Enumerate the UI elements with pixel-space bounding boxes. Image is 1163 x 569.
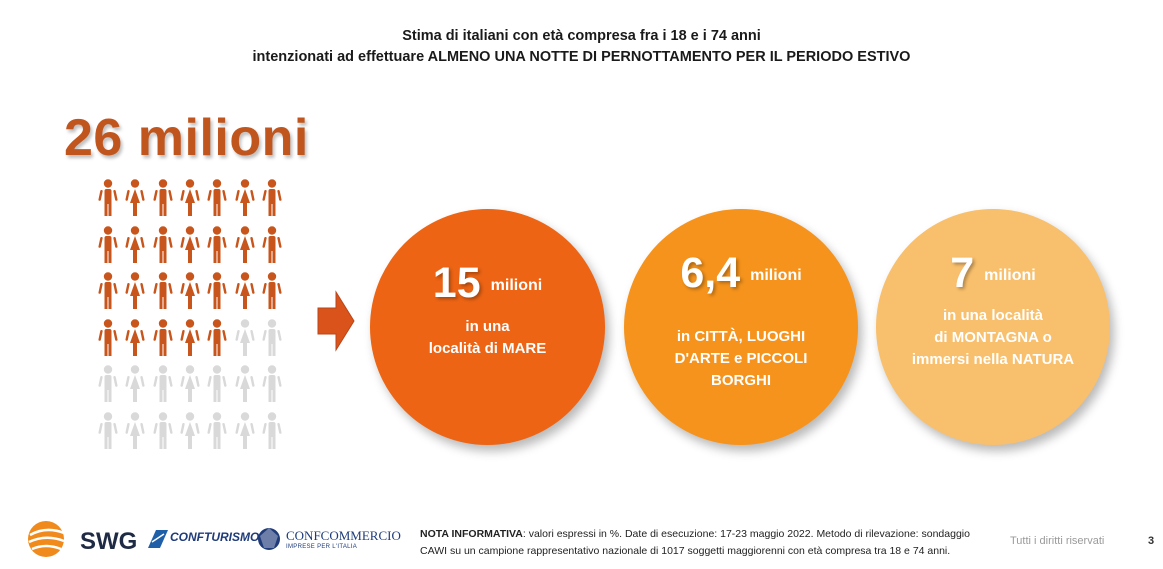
circle-citta-text: in CITTÀ, LUOGHI D'ARTE e PICCOLI BORGHI bbox=[644, 326, 838, 392]
confcommercio-logo-text: CONFCOMMERCIO bbox=[286, 528, 401, 543]
page-number: 3 bbox=[1148, 535, 1155, 547]
person-icon bbox=[207, 272, 227, 309]
circle-citta-line: BORGHI bbox=[711, 372, 771, 389]
person-icon bbox=[125, 225, 145, 263]
person-icon bbox=[207, 225, 227, 263]
circle-montagna-text: in una località di MONTAGNA o immersi ne… bbox=[896, 305, 1090, 371]
person-icon bbox=[207, 411, 227, 449]
person-icon bbox=[234, 225, 255, 263]
person-icon bbox=[180, 365, 200, 402]
person-icon bbox=[125, 411, 145, 449]
person-icon bbox=[98, 318, 118, 356]
circle-montagna-unit: milioni bbox=[984, 266, 1036, 284]
person-icon bbox=[98, 411, 118, 449]
note-text: : valori espressi in %. Date di esecuzio… bbox=[420, 528, 970, 557]
person-icon bbox=[125, 365, 145, 402]
circle-citta: 6,4 milioni in CITTÀ, LUOGHI D'ARTE e PIC… bbox=[624, 209, 858, 445]
footer-note: NOTA INFORMATIVA: valori espressi in %. … bbox=[420, 526, 990, 560]
person-icon bbox=[125, 318, 145, 356]
person-icon bbox=[180, 318, 200, 356]
note-label: NOTA INFORMATIVA bbox=[420, 528, 523, 540]
people-pictogram bbox=[96, 178, 288, 453]
arrow-right-icon bbox=[317, 290, 355, 352]
person-icon bbox=[262, 179, 282, 216]
circle-mare: 15 milioni in una località di MARE bbox=[370, 209, 605, 445]
person-icon bbox=[153, 365, 173, 402]
title-line-1: Stima di italiani con età compresa fra i… bbox=[402, 28, 761, 44]
person-icon bbox=[234, 365, 255, 402]
person-icon bbox=[153, 318, 173, 356]
person-icon bbox=[234, 318, 255, 356]
circle-citta-line: D'ARTE e PICCOLI bbox=[674, 350, 808, 367]
swg-logo-icon bbox=[28, 521, 65, 557]
person-icon bbox=[180, 225, 200, 263]
circle-citta-value: 6,4 bbox=[680, 249, 741, 297]
person-icon bbox=[98, 179, 118, 216]
circle-mare-line: in una bbox=[465, 318, 510, 335]
person-icon bbox=[153, 272, 173, 309]
person-icon bbox=[234, 272, 255, 309]
circle-montagna-line: immersi nella NATURA bbox=[911, 351, 1075, 368]
confcommercio-emblem-icon bbox=[258, 528, 280, 550]
person-icon bbox=[262, 318, 282, 356]
person-icon bbox=[262, 225, 282, 263]
person-icon bbox=[234, 179, 255, 216]
confturismo-logo-icon bbox=[148, 530, 168, 548]
page-title: Stima di italiani con età compresa fra i… bbox=[0, 26, 1163, 68]
circle-montagna: 7 milioni in una località di MONTAGNA o i… bbox=[876, 209, 1110, 445]
total-label: 26 milioni bbox=[64, 109, 309, 167]
person-icon bbox=[180, 272, 200, 309]
circle-montagna-line: di MONTAGNA o bbox=[934, 329, 1052, 346]
circle-citta-line: in CITTÀ, LUOGHI bbox=[676, 328, 806, 345]
person-icon bbox=[125, 179, 145, 216]
person-icon bbox=[180, 411, 200, 449]
person-icon bbox=[234, 411, 255, 449]
person-icon bbox=[180, 179, 200, 216]
person-icon bbox=[207, 365, 227, 402]
confcommercio-logo-subtitle: IMPRESE PER L'ITALIA bbox=[286, 544, 358, 550]
circle-montagna-number: 7 milioni bbox=[876, 249, 1110, 298]
rights-text: Tutti i diritti riservati bbox=[1010, 535, 1105, 547]
circle-citta-number: 6,4 milioni bbox=[624, 249, 858, 298]
person-icon bbox=[207, 318, 227, 356]
circle-citta-unit: milioni bbox=[750, 266, 802, 284]
circle-montagna-value: 7 bbox=[950, 249, 975, 297]
person-icon bbox=[153, 179, 173, 216]
circle-mare-value: 15 bbox=[432, 259, 481, 307]
person-icon bbox=[207, 179, 227, 216]
circle-montagna-line: in una località bbox=[942, 307, 1044, 324]
person-icon bbox=[98, 272, 118, 309]
person-icon bbox=[262, 272, 282, 309]
person-icon bbox=[125, 272, 145, 309]
circle-mare-unit: milioni bbox=[490, 276, 543, 294]
circle-mare-text: in una località di MARE bbox=[390, 316, 585, 360]
person-icon bbox=[153, 411, 173, 449]
person-icon bbox=[153, 225, 173, 263]
person-icon bbox=[98, 225, 118, 263]
person-icon bbox=[262, 365, 282, 402]
circle-mare-number: 15 milioni bbox=[370, 259, 605, 308]
footer-logos: SWG CONFTURISMO CONFCOMMERCIO IMPRESE PE… bbox=[24, 516, 404, 562]
person-icon bbox=[262, 411, 282, 449]
confturismo-logo-text: CONFTURISMO bbox=[170, 530, 260, 544]
circle-mare-line: località di MARE bbox=[428, 340, 547, 357]
swg-logo-text: SWG bbox=[80, 528, 138, 555]
person-icon bbox=[98, 365, 118, 402]
title-line-2: intenzionati ad effettuare ALMENO UNA NO… bbox=[252, 49, 911, 65]
